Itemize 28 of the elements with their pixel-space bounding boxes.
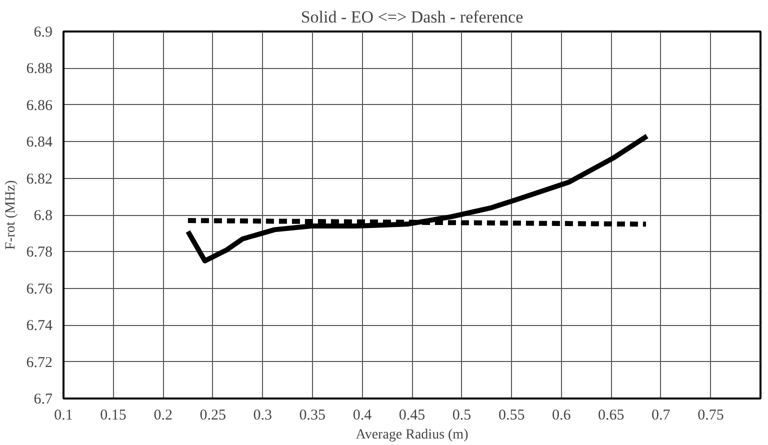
- x-tick-label: 0.7: [652, 408, 671, 424]
- x-tick-label: 0.55: [498, 408, 525, 424]
- x-axis-title: Average Radius (m): [356, 428, 469, 442]
- y-tick-label: 6.78: [26, 244, 52, 261]
- x-tick-label: 0.2: [154, 408, 172, 424]
- y-tick-label: 6.88: [26, 61, 52, 78]
- y-tick-label: 6.76: [26, 281, 53, 298]
- y-tick-label: 6.8: [34, 208, 52, 224]
- chart-title: Solid - EO <=> Dash - reference: [300, 8, 524, 26]
- y-tick-label: 6.9: [34, 24, 52, 40]
- y-tick-label: 6.86: [26, 98, 53, 114]
- x-tick-label: 0.45: [398, 408, 426, 424]
- x-tick-label: 0.65: [598, 408, 624, 424]
- y-axis-title: F-rot (MHz): [3, 180, 18, 250]
- y-tick-label: 6.84: [26, 134, 53, 151]
- x-tick-label: 0.5: [452, 408, 472, 424]
- y-tick-label: 6.82: [26, 171, 52, 188]
- y-tick-label: 6.74: [26, 318, 53, 334]
- x-tick-label: 0.25: [200, 408, 226, 424]
- x-tick-label: 0.75: [698, 408, 724, 424]
- y-tick-label: 6.7: [34, 392, 53, 408]
- x-tick-label: 0.35: [299, 408, 326, 424]
- x-tick-label: 0.15: [100, 408, 126, 424]
- y-tick-label: 6.72: [26, 354, 52, 371]
- x-tick-label: 0.4: [352, 408, 372, 424]
- x-tick-label: 0.1: [54, 408, 73, 424]
- x-tick-label: 0.6: [552, 408, 572, 424]
- x-tick-label: 0.3: [253, 408, 272, 424]
